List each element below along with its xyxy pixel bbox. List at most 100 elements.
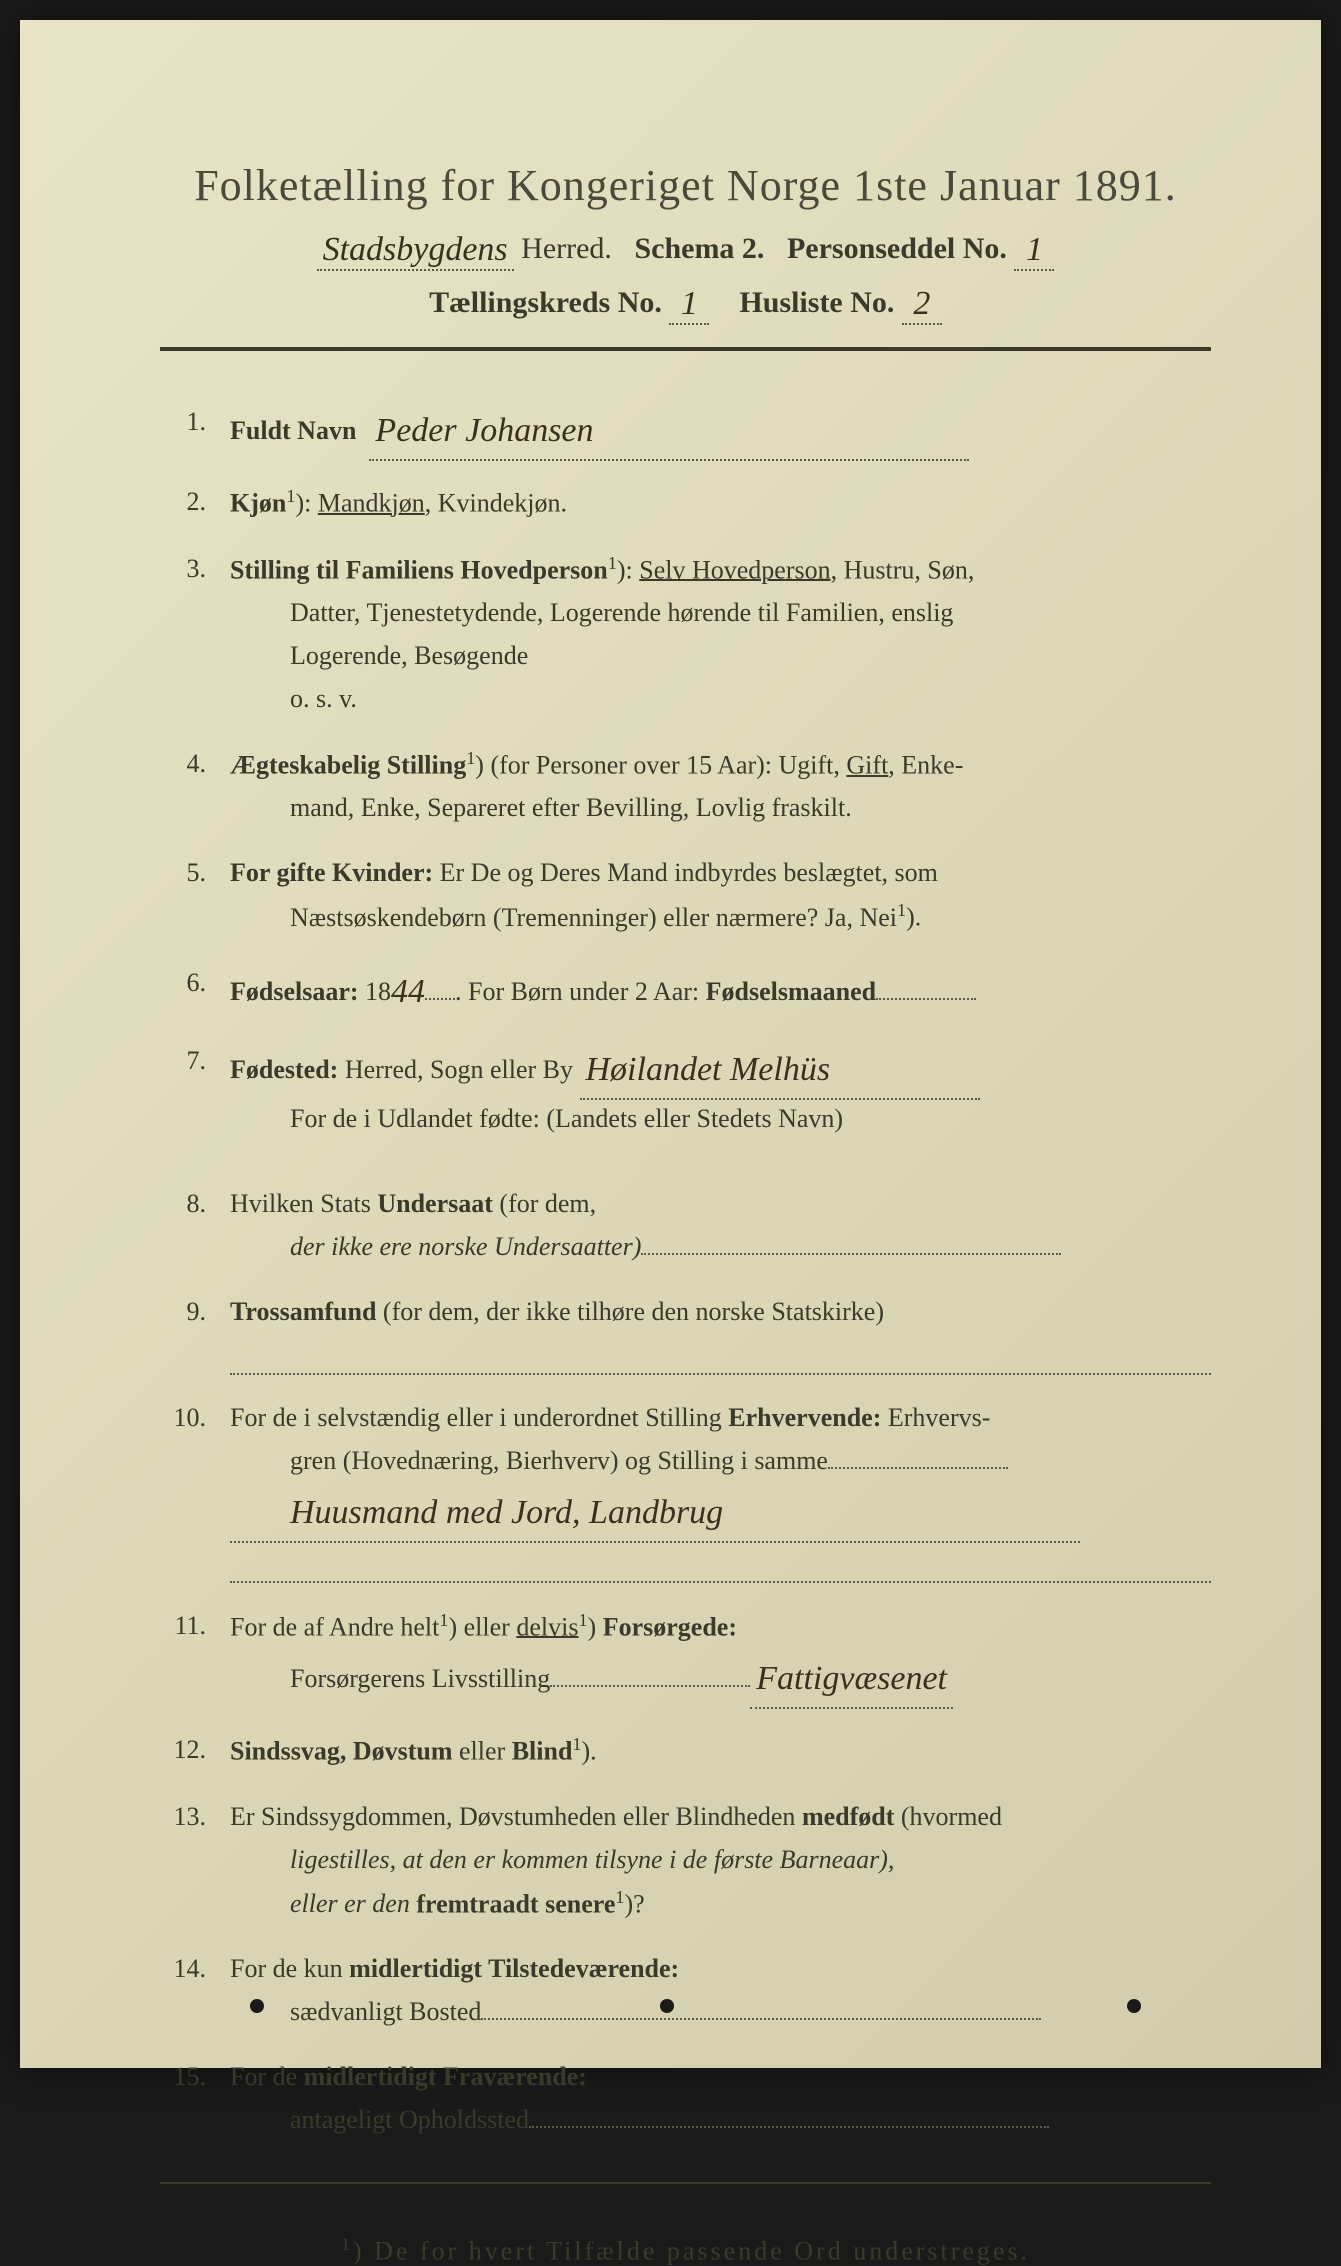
field-10-line2: gren (Hovednæring, Bierhverv) og Stillin… (230, 1446, 828, 1475)
field-10: 10. For de i selvstændig eller i underor… (160, 1397, 1211, 1582)
field-13-line3b: fremtraadt senere (416, 1889, 615, 1918)
field-6: 6. Fødselsaar: 1844. For Børn under 2 Aa… (160, 962, 1211, 1018)
field-8-line2: der ikke ere norske Undersaatter) (230, 1232, 641, 1261)
field-7-label: Fødested: (230, 1055, 338, 1084)
field-3-line2: Datter, Tjenestetydende, Logerende høren… (230, 598, 953, 627)
field-15-body: For de midlertidigt Fraværende: antageli… (230, 2056, 1211, 2142)
field-8-body: Hvilken Stats Undersaat (for dem, der ik… (230, 1183, 1211, 1269)
field-8-line1b: Undersaat (377, 1189, 493, 1218)
field-7-line1: Herred, Sogn eller By (338, 1055, 579, 1084)
field-5-after: ). (906, 903, 921, 932)
field-6-label: Fødselsaar: (230, 977, 359, 1006)
field-12-sup: 1 (572, 1734, 581, 1754)
field-4: 4. Ægteskabelig Stilling1) (for Personer… (160, 743, 1211, 830)
husliste-no: 2 (902, 285, 942, 325)
field-10-num: 10. (160, 1397, 230, 1582)
field-15-line1a: For de (230, 2062, 304, 2091)
field-14-dots (481, 2018, 1041, 2020)
field-11-num: 11. (160, 1605, 230, 1708)
field-13-line1b: medfødt (802, 1802, 894, 1831)
field-1-label: Fuldt Navn (230, 416, 356, 445)
field-1-num: 1. (160, 401, 230, 459)
field-12-label2: Blind (512, 1737, 573, 1766)
field-4-selected: Gift (846, 751, 888, 780)
field-5-line1: Er De og Deres Mand indbyrdes beslægtet,… (433, 858, 938, 887)
field-8-line1c: (for dem, (493, 1189, 596, 1218)
field-12-rest: eller (453, 1737, 512, 1766)
field-15-line1b: midlertidigt Fraværende: (304, 2062, 587, 2091)
field-3-sup: 1 (608, 553, 617, 573)
field-9-label: Trossamfund (230, 1297, 376, 1326)
field-11-label: Forsørgede: (603, 1612, 737, 1641)
field-7: 7. Fødested: Herred, Sogn eller By Høila… (160, 1040, 1211, 1141)
field-4-sup: 1 (466, 748, 475, 768)
field-1-body: Fuldt Navn Peder Johansen (230, 401, 1211, 459)
field-11-d1 (550, 1685, 750, 1687)
field-3-line3: Logerende, Besøgende (230, 641, 528, 670)
field-6-body: Fødselsaar: 1844. For Børn under 2 Aar: … (230, 962, 1211, 1018)
field-11: 11. For de af Andre helt1) eller delvis1… (160, 1605, 1211, 1708)
kreds-no: 1 (669, 285, 709, 325)
field-2-num: 2. (160, 481, 230, 526)
field-2-label: Kjøn (230, 489, 286, 518)
field-3-selected: Selv Hovedperson (639, 555, 830, 584)
punch-hole-icon (250, 1999, 264, 2013)
field-3-label: Stilling til Familiens Hovedperson (230, 555, 608, 584)
field-10-d1 (828, 1467, 1008, 1469)
main-title: Folketælling for Kongeriget Norge 1ste J… (160, 160, 1211, 211)
field-11-body: For de af Andre helt1) eller delvis1) Fo… (230, 1605, 1211, 1708)
field-11-line1b: ) eller (448, 1612, 516, 1641)
field-2-selected: Mandkjøn (318, 489, 425, 518)
herred-value: Stadsbygdens (317, 231, 514, 271)
field-7-body: Fødested: Herred, Sogn eller By Høilande… (230, 1040, 1211, 1141)
field-9-rest: (for dem, der ikke tilhøre den norske St… (376, 1297, 884, 1326)
field-12-body: Sindssvag, Døvstum eller Blind1). (230, 1729, 1211, 1774)
field-6-dots (425, 998, 455, 1000)
footnote-text: ) De for hvert Tilfælde passende Ord und… (353, 2236, 1030, 2265)
field-9-body: Trossamfund (for dem, der ikke tilhøre d… (230, 1291, 1211, 1375)
field-13-line3c: )? (624, 1889, 644, 1918)
field-7-value: Høilandet Melhüs (580, 1042, 980, 1100)
field-1-value: Peder Johansen (369, 403, 969, 461)
field-5-label: For gifte Kvinder: (230, 858, 433, 887)
field-14-line1b: midlertidigt Tilstedeværende: (349, 1954, 679, 1983)
field-10-line1b: Erhvervende: (728, 1403, 881, 1432)
field-11-line2: Forsørgerens Livsstilling (230, 1664, 550, 1693)
field-3-body: Stilling til Familiens Hovedperson1): Se… (230, 548, 1211, 721)
field-2-sup: 1 (286, 486, 295, 506)
punch-hole-icon (1127, 1999, 1141, 2013)
field-9: 9. Trossamfund (for dem, der ikke tilhør… (160, 1291, 1211, 1375)
field-13-num: 13. (160, 1796, 230, 1926)
field-15-line2: antageligt Opholdssted (230, 2105, 529, 2134)
field-9-dots (230, 1333, 1211, 1375)
field-4-line2: mand, Enke, Separeret efter Bevilling, L… (230, 793, 852, 822)
field-4-body: Ægteskabelig Stilling1) (for Personer ov… (230, 743, 1211, 830)
field-13: 13. Er Sindssygdommen, Døvstumheden elle… (160, 1796, 1211, 1926)
field-5: 5. For gifte Kvinder: Er De og Deres Man… (160, 852, 1211, 939)
divider-bottom (160, 2182, 1211, 2184)
field-5-sup: 1 (897, 900, 906, 920)
personseddel-no: 1 (1014, 231, 1054, 271)
field-14-num: 14. (160, 1948, 230, 2034)
personseddel-label: Personseddel No. (787, 232, 1007, 265)
field-3-line4: o. s. v. (230, 684, 357, 713)
field-11-line1a: For de af Andre helt (230, 1612, 439, 1641)
field-2: 2. Kjøn1): Mandkjøn, Kvindekjøn. (160, 481, 1211, 526)
field-5-body: For gifte Kvinder: Er De og Deres Mand i… (230, 852, 1211, 939)
schema-label: Schema 2. (634, 232, 764, 265)
footnote: 1) De for hvert Tilfælde passende Ord un… (160, 2234, 1211, 2266)
field-6-num: 6. (160, 962, 230, 1018)
field-4-num: 4. (160, 743, 230, 830)
field-8-line1a: Hvilken Stats (230, 1189, 377, 1218)
field-8: 8. Hvilken Stats Undersaat (for dem, der… (160, 1183, 1211, 1269)
field-4-after: , Enke- (888, 751, 963, 780)
field-3-before: ): (617, 555, 639, 584)
field-4-before: ) (for Personer over 15 Aar): Ugift, (475, 751, 846, 780)
field-14-line1a: For de kun (230, 1954, 349, 1983)
field-14-line2: sædvanligt Bosted (230, 1997, 481, 2026)
field-14: 14. For de kun midlertidigt Tilstedevære… (160, 1948, 1211, 2034)
field-8-num: 8. (160, 1183, 230, 1269)
husliste-label: Husliste No. (739, 286, 894, 319)
field-10-d3 (230, 1541, 1211, 1583)
field-7-num: 7. (160, 1040, 230, 1141)
